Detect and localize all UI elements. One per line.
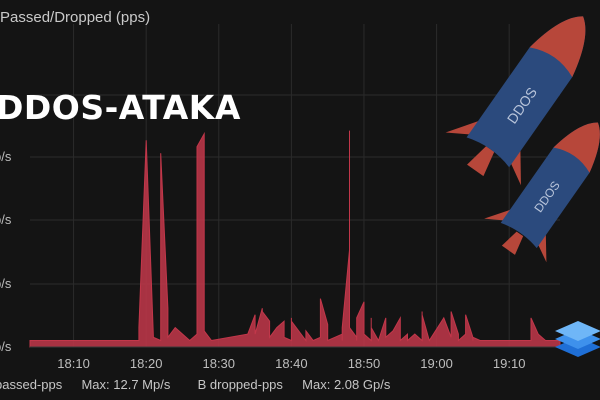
chart-legend: passed-pps Max: 12.7 Mp/s B dropped-pps …: [0, 377, 390, 392]
x-tick-label: 18:50: [348, 356, 381, 371]
x-tick-label: 18:20: [130, 356, 163, 371]
legend-passed-name: passed-pps: [0, 377, 63, 392]
x-tick-label: 18:40: [275, 356, 308, 371]
legend-dropped-symbol: B: [197, 377, 207, 392]
x-axis-ticks: 18:10 18:20 18:30 18:40 18:50 19:00 19:10: [57, 356, 525, 371]
y-tick-label: p/s: [0, 149, 12, 164]
legend-dropped-name: dropped-pps: [209, 377, 283, 392]
chart-title: Passed/Dropped (pps): [0, 9, 151, 26]
y-tick-label: p/s: [0, 212, 12, 227]
y-tick-label: p/s: [0, 276, 12, 291]
legend-dropped-max-value: 2.08 Gp/s: [333, 377, 391, 392]
series-layer: [29, 130, 561, 348]
x-tick-label: 19:10: [493, 356, 526, 371]
legend-item-passed-pps[interactable]: passed-pps Max: 12.7 Mp/s: [0, 377, 170, 392]
legend-passed-max-value: 12.7 Mp/s: [113, 377, 171, 392]
overlay-title: DDOS-ATAKA: [0, 88, 241, 127]
x-tick-label: 19:00: [420, 356, 453, 371]
legend-item-dropped-pps[interactable]: B dropped-pps Max: 2.08 Gp/s: [198, 377, 391, 392]
series-area-dropped-pps: [29, 130, 561, 348]
x-tick-label: 18:10: [57, 356, 90, 371]
y-tick-label: p/s: [0, 339, 12, 354]
legend-passed-max-label: Max:: [81, 377, 110, 392]
chart-grid: [30, 24, 560, 347]
y-axis-ticks: p/s p/s p/s p/s: [0, 149, 12, 354]
x-tick-label: 18:30: [202, 356, 235, 371]
legend-dropped-max-label: Max:: [302, 377, 331, 392]
